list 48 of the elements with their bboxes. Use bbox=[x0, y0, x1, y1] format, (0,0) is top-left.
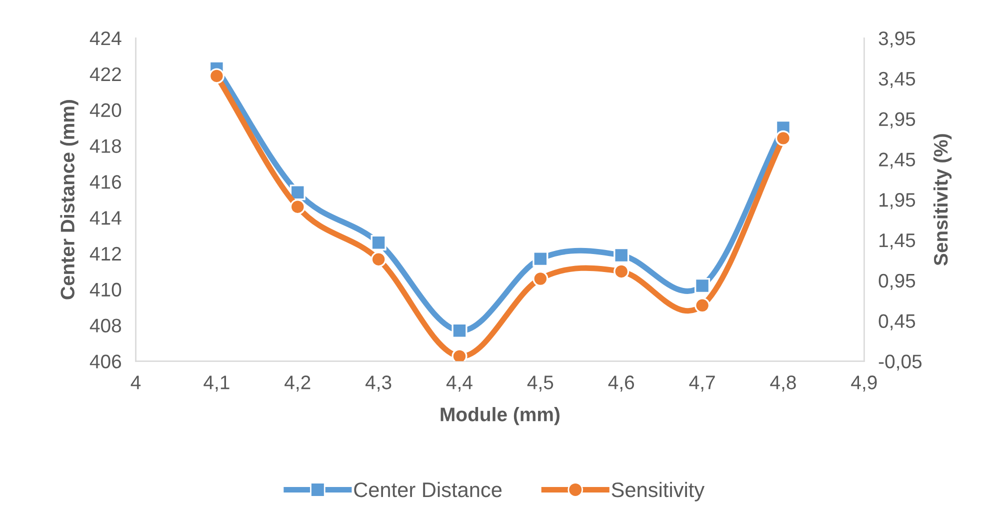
y2-tick-label: 2,45 bbox=[879, 152, 916, 169]
x-tick-label: 4,8 bbox=[770, 376, 796, 392]
x-tick-label: 4,3 bbox=[365, 376, 392, 392]
point bbox=[775, 130, 791, 146]
point bbox=[532, 251, 548, 267]
point bbox=[290, 199, 306, 215]
y-tick-label: 408 bbox=[90, 318, 122, 332]
y-tick-label: 406 bbox=[90, 354, 122, 368]
y-tick-label: 418 bbox=[90, 139, 122, 153]
y-tick-label: 412 bbox=[90, 246, 121, 260]
y-tick-label: 410 bbox=[90, 282, 122, 297]
y-tick-label: 422 bbox=[90, 67, 121, 81]
x-tick-label: 4,7 bbox=[689, 376, 715, 392]
y2-tick-label: 3,45 bbox=[878, 72, 916, 88]
point bbox=[370, 234, 386, 250]
y2-tick-label: 0,95 bbox=[878, 274, 916, 290]
point bbox=[532, 270, 548, 287]
x-tick-label: 4,5 bbox=[527, 376, 554, 392]
point bbox=[290, 184, 306, 200]
x-tick-label: 4 bbox=[130, 376, 141, 390]
y2-tick-label: 3,95 bbox=[878, 31, 916, 48]
y-tick-label: 424 bbox=[90, 31, 122, 46]
y-tick-label: 420 bbox=[90, 103, 122, 118]
x-tick-label: 4,6 bbox=[608, 376, 634, 392]
y2-axis-title: Sensitivity (%) bbox=[933, 134, 952, 266]
point bbox=[614, 247, 630, 264]
x-tick-label: 4,4 bbox=[446, 376, 472, 392]
point bbox=[208, 68, 224, 84]
y-axis-title: Center Distance (mm) bbox=[60, 100, 78, 300]
y2-tick-label: 1,45 bbox=[880, 234, 916, 250]
point bbox=[370, 252, 386, 268]
x-tick-label: 4,1 bbox=[204, 376, 230, 392]
y2-tick-label: 2,95 bbox=[879, 112, 916, 128]
point bbox=[452, 348, 468, 362]
y2-tick-label: 0,45 bbox=[878, 314, 916, 330]
y2-tick-label: 1,95 bbox=[880, 193, 916, 210]
point bbox=[694, 278, 710, 294]
y2-tick-label: -0,05 bbox=[878, 354, 922, 371]
point bbox=[694, 298, 710, 314]
x-tick-label: 4,2 bbox=[284, 376, 310, 392]
x-tick-label: 4,9 bbox=[851, 376, 877, 392]
legend-label: Center Distance bbox=[354, 482, 502, 498]
point bbox=[614, 264, 630, 280]
y-tick-label: 416 bbox=[90, 175, 122, 189]
y-tick-label: 414 bbox=[90, 211, 122, 225]
point bbox=[452, 322, 468, 338]
x-axis-title: Module (mm) bbox=[440, 407, 560, 426]
legend-label: Sensitivity bbox=[612, 482, 705, 502]
